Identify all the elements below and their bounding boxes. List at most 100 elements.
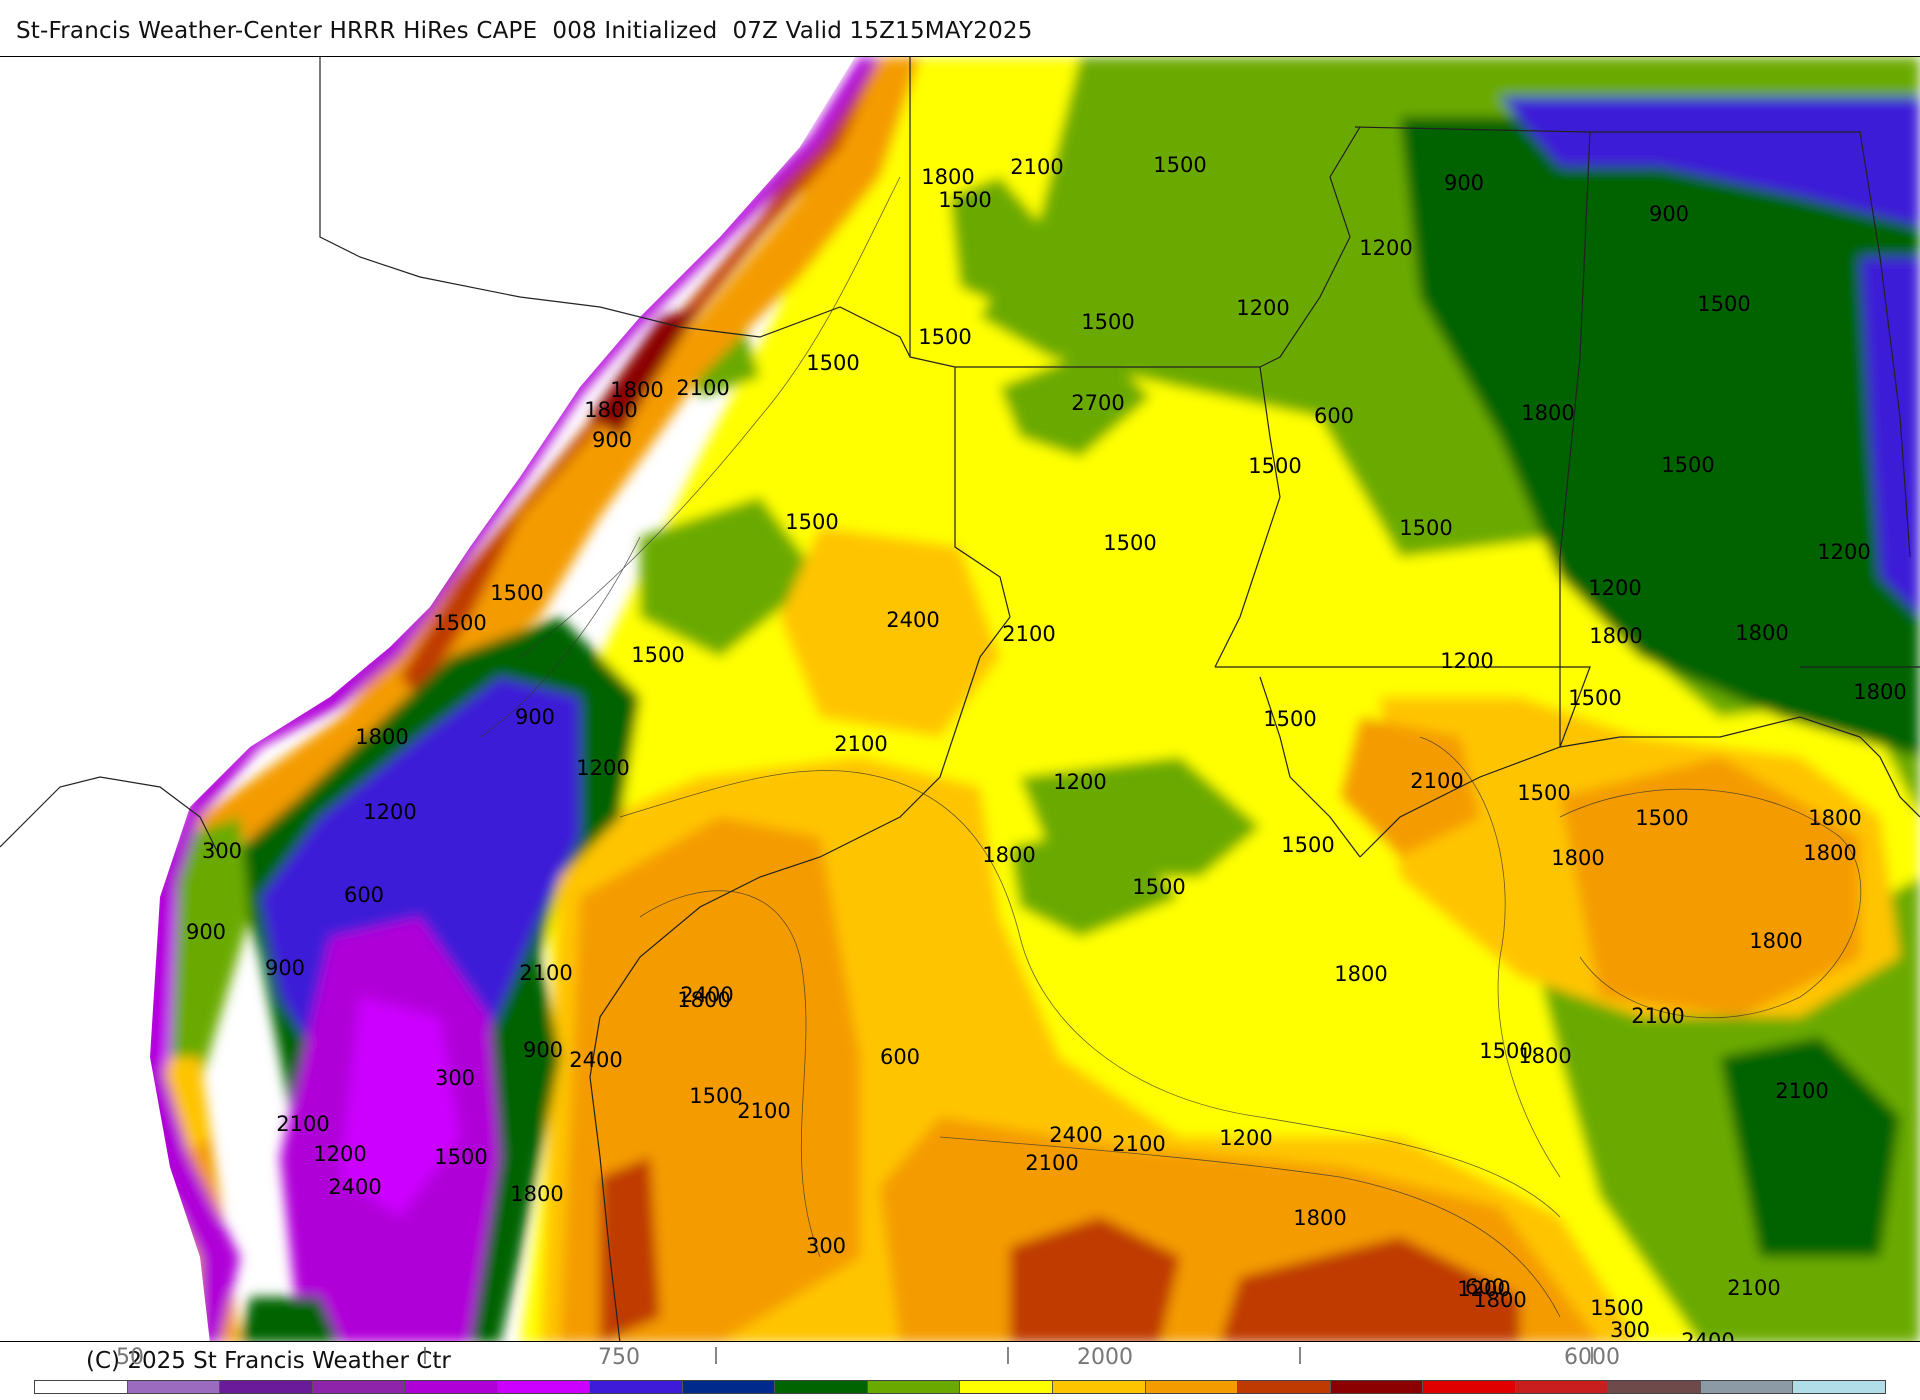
contour-label: 1200 [1236,296,1289,320]
contour-label: 1200 [1219,1126,1272,1150]
contour-label: 2100 [1025,1151,1078,1175]
colorbar-swatch [497,1381,591,1393]
contour-label: 2100 [1002,622,1055,646]
colorbar-swatch [960,1381,1054,1393]
contour-label: 1800 [1735,621,1788,645]
colorbar-minor-tick: | [713,1345,719,1365]
cape-map[interactable]: 1800 2100 1500 1500 900 900 1200 1500 1200 1500 15… [0,56,1920,1342]
contour-label: 900 [265,956,305,980]
contour-label: 2400 [1681,1329,1734,1342]
contour-label: 1500 [1697,292,1750,316]
contour-label: 1800 [1853,680,1906,704]
cape-colorbar [34,1380,1886,1394]
colorbar-swatch [1515,1381,1609,1393]
contour-label: 1800 [1473,1288,1526,1312]
contour-label: 1500 [918,325,971,349]
contour-label: 1200 [576,756,629,780]
contour-label: 2100 [834,732,887,756]
colorbar-swatch [220,1381,313,1393]
contour-label: 1500 [490,581,543,605]
contour-label: 600 [344,883,384,907]
contour-label: 1500 [1479,1039,1532,1063]
cape-contours [479,176,1862,1318]
contour-label: 2100 [276,1112,329,1136]
contour-label: 2700 [1071,391,1124,415]
colorbar-tick-label: 50 [116,1345,144,1370]
cape-shading [140,57,1920,1341]
contour-label: 900 [1649,202,1689,226]
contour-label: 1500 [1517,781,1570,805]
contour-label: 1500 [1263,707,1316,731]
contour-label: 1200 [1359,236,1412,260]
contour-label: 1800 [677,988,730,1012]
contour-label: 1800 [1803,841,1856,865]
contour-label: 300 [1610,1318,1650,1342]
colorbar-swatch [1793,1381,1885,1393]
colorbar-tick-label: 2000 [1077,1345,1133,1370]
contour-label: 900 [1444,171,1484,195]
contour-label: 900 [523,1038,563,1062]
contour-label: 2100 [1010,155,1063,179]
colorbar-swatch [1608,1381,1701,1393]
contour-label: 1500 [689,1084,742,1108]
contour-label: 1800 [510,1182,563,1206]
colorbar-swatch [1423,1381,1516,1393]
colorbar-swatch [405,1381,498,1393]
contour-label: 2400 [1049,1123,1102,1147]
contour-label: 300 [202,839,242,863]
colorbar-swatch [127,1381,221,1393]
contour-label: 1500 [1153,153,1206,177]
contour-label: 300 [806,1234,846,1258]
colorbar-minor-tick: | [1297,1345,1303,1365]
colorbar-swatch [682,1381,776,1393]
colorbar-swatch [35,1381,128,1393]
contour-label: 1800 [1334,962,1387,986]
contour-label: 1800 [1551,846,1604,870]
contour-label: 1500 [1399,516,1452,540]
colorbar-swatch [867,1381,961,1393]
contour-label: 1800 [1293,1206,1346,1230]
contour-label: 1800 [982,843,1035,867]
state-boundaries [0,57,1920,1341]
contour-label: 1800 [1589,624,1642,648]
contour-label: 1200 [313,1142,366,1166]
contour-label: 2400 [886,608,939,632]
colorbar-swatch [1145,1381,1239,1393]
contour-label: 900 [592,428,632,452]
contour-label: 2100 [519,961,572,985]
map-title: St-Francis Weather-Center HRRR HiRes CAP… [16,18,1033,44]
contour-label: 2400 [680,983,733,1007]
contour-label: 1800 [1749,929,1802,953]
contour-label: 1200 [1457,1277,1510,1301]
contour-label: 1500 [806,351,859,375]
colorbar-minor-tick: | [422,1345,428,1365]
contour-label: 2400 [569,1048,622,1072]
contour-label: 2100 [1410,769,1463,793]
contour-label: 1200 [1440,649,1493,673]
contour-label: 1500 [433,611,486,635]
contour-label: 1500 [1590,1296,1643,1320]
colorbar-swatch [312,1381,406,1393]
contour-label: 1500 [1103,531,1156,555]
contour-label: 2100 [1775,1079,1828,1103]
colorbar-swatch [1700,1381,1794,1393]
contour-label: 1800 [921,165,974,189]
contour-label: 1800 [1521,401,1574,425]
contour-labels-group: 1800 2100 15001500900900120015001200150015… [186,153,1907,1342]
colorbar-swatch [1238,1381,1331,1393]
colorbar-tick-label: 750 [598,1345,640,1370]
colorbar-swatch [1053,1381,1146,1393]
colorbar-swatch [1330,1381,1424,1393]
contour-label: 1800 [355,725,408,749]
colorbar-tick-label: 6000 [1564,1345,1620,1370]
colorbar-minor-tick: | [1005,1345,1011,1365]
contour-label: 900 [186,920,226,944]
contour-label: 1200 [1817,540,1870,564]
colorbar-minor-tick: | [1589,1345,1595,1365]
contour-label: 600 [1314,404,1354,428]
contour-label: 600 [1465,1275,1505,1299]
contour-label: 600 [880,1045,920,1069]
contour-label: 300 [435,1066,475,1090]
contour-label: 1800 [584,398,637,422]
contour-label: 1500 [785,510,838,534]
